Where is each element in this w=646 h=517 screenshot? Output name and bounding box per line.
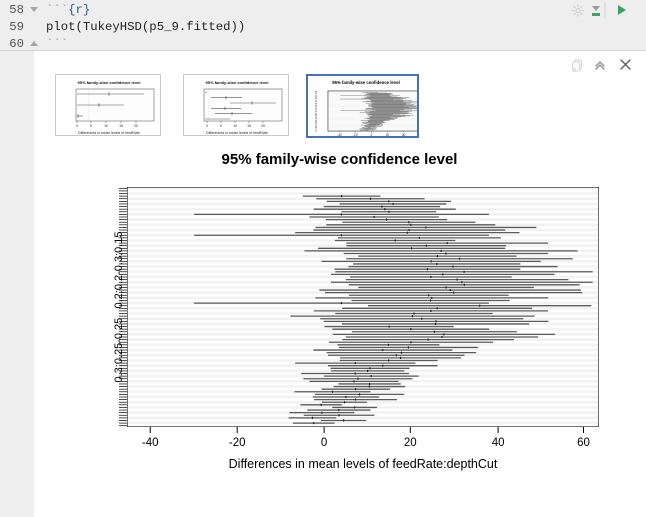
svg-text:Differences in mean levels of: Differences in mean levels of feedRate:d… <box>339 137 410 139</box>
svg-text:95% family-wise confidence lev: 95% family-wise confidence level <box>206 80 269 85</box>
svg-text:95% family-wise confidence lev: 95% family-wise confidence level <box>78 80 141 85</box>
svg-text:20: 20 <box>386 133 390 137</box>
svg-text:Differences in mean levels of: Differences in mean levels of feedRate <box>206 131 268 135</box>
svg-text:Differences in mean levels of: Differences in mean levels of feedRate <box>78 131 140 135</box>
svg-text:20: 20 <box>134 124 138 128</box>
svg-text:15: 15 <box>119 124 123 128</box>
svg-text:5: 5 <box>220 124 222 128</box>
svg-text:10: 10 <box>233 124 237 128</box>
svg-text:95% family-wise confidence lev: 95% family-wise confidence level <box>332 80 400 85</box>
svg-text:0: 0 <box>371 133 373 137</box>
svg-text:10: 10 <box>104 124 108 128</box>
svg-text:15: 15 <box>247 124 251 128</box>
svg-text:0.3:0.25-0.25 0.2:0.2-0.3:0.1: 0.3:0.25-0.25 0.2:0.2-0.3:0.15 <box>314 90 318 131</box>
svg-text:0: 0 <box>206 124 208 128</box>
svg-text:40: 40 <box>402 133 406 137</box>
svg-text:-40: -40 <box>337 133 342 137</box>
svg-text:20: 20 <box>261 124 265 128</box>
svg-text:-20: -20 <box>353 133 358 137</box>
svg-text:0: 0 <box>76 124 78 128</box>
svg-text:5: 5 <box>90 124 92 128</box>
